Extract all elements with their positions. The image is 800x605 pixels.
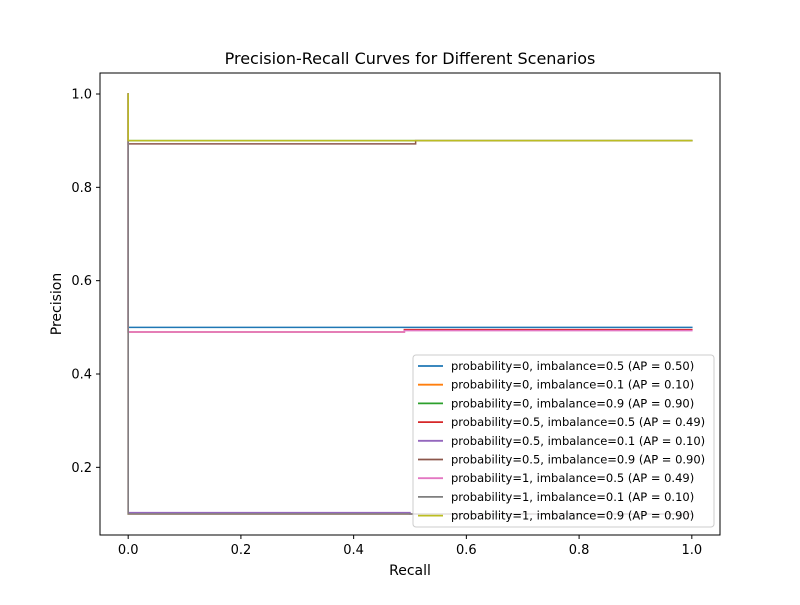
x-tick-label: 1.0 [681, 543, 702, 558]
legend-frame [412, 354, 715, 528]
y-tick-label: 0.8 [71, 181, 92, 196]
y-tick-label: 1.0 [71, 88, 92, 103]
x-tick-label: 0.8 [569, 543, 590, 558]
y-tick-label: 0.2 [71, 461, 92, 476]
x-tick-label: 0.6 [456, 543, 477, 558]
legend: probability=0, imbalance=0.5 (AP = 0.50)… [412, 354, 715, 528]
x-tick-label: 0.4 [343, 543, 364, 558]
legend-label-2: probability=0, imbalance=0.1 (AP = 0.10) [451, 378, 694, 392]
legend-label-3: probability=0, imbalance=0.9 (AP = 0.90) [451, 396, 694, 410]
legend-label-5: probability=0.5, imbalance=0.1 (AP = 0.1… [451, 434, 705, 448]
chart-title: Precision-Recall Curves for Different Sc… [225, 49, 596, 68]
y-tick-label: 0.4 [71, 368, 92, 383]
y-axis-ticks: 0.2 0.4 0.6 0.8 1.0 [71, 88, 100, 476]
x-tick-label: 0.0 [118, 543, 139, 558]
legend-label-7: probability=1, imbalance=0.5 (AP = 0.49) [451, 471, 694, 485]
y-axis-label: Precision [49, 273, 65, 335]
series-layer [127, 93, 693, 515]
series-line-9 [127, 93, 693, 142]
x-axis-label: Recall [389, 563, 431, 579]
legend-label-1: probability=0, imbalance=0.5 (AP = 0.50) [451, 359, 694, 373]
x-tick-label: 0.2 [231, 543, 252, 558]
legend-label-8: probability=1, imbalance=0.1 (AP = 0.10) [451, 490, 694, 504]
legend-items: probability=0, imbalance=0.5 (AP = 0.50)… [418, 359, 705, 523]
legend-label-4: probability=0.5, imbalance=0.5 (AP = 0.4… [451, 415, 705, 429]
legend-label-9: probability=1, imbalance=0.9 (AP = 0.90) [451, 509, 694, 523]
y-tick-label: 0.6 [71, 274, 92, 289]
legend-label-6: probability=0.5, imbalance=0.9 (AP = 0.9… [451, 453, 705, 467]
x-axis-ticks: 0.0 0.2 0.4 0.6 0.8 1.0 [118, 535, 702, 558]
